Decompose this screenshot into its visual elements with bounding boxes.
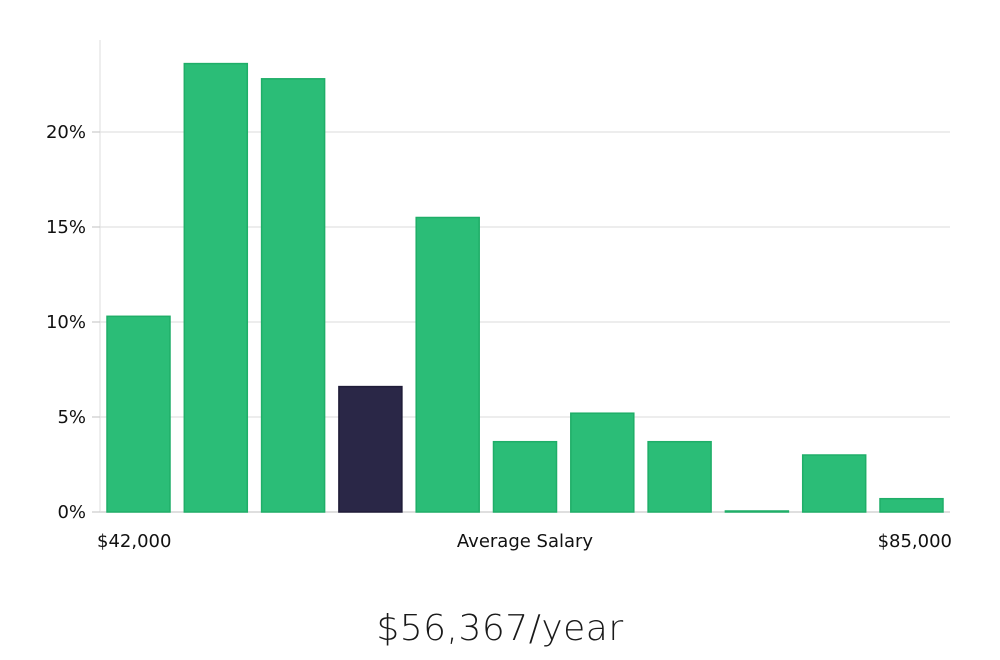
y-tick-label: 20%: [46, 122, 86, 143]
y-axis-ticks: 0% 5% 10% 15% 20%: [46, 122, 100, 523]
bar: [570, 412, 635, 513]
average-salary-figure: $56,367/year: [376, 608, 624, 649]
x-axis-max-label: $85,000: [878, 531, 952, 552]
bar: [415, 216, 480, 513]
x-axis-title: Average Salary: [457, 531, 594, 552]
bar: [106, 315, 171, 513]
bar: [879, 497, 944, 513]
bar: [492, 440, 558, 513]
bar: [260, 78, 326, 513]
y-tick-label: 15%: [46, 217, 86, 238]
bar: [801, 454, 867, 513]
bar-highlighted: [338, 385, 403, 513]
bar: [183, 62, 249, 513]
bars: [106, 62, 944, 513]
y-tick-label: 10%: [46, 312, 86, 333]
y-tick-label: 0%: [57, 502, 86, 523]
x-axis-min-label: $42,000: [97, 531, 171, 552]
salary-distribution-chart: 0% 5% 10% 15% 20% $42,000 Average Salary $85…: [46, 40, 952, 552]
y-tick-label: 5%: [57, 407, 86, 428]
bar: [647, 440, 712, 513]
bar: [724, 510, 790, 513]
